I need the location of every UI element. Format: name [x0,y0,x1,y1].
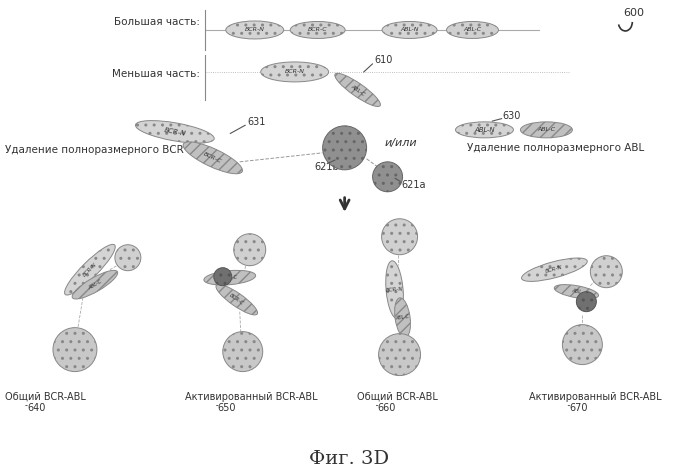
Circle shape [379,333,421,375]
Text: Активированный BCR-ABL: Активированный BCR-ABL [185,391,317,402]
Text: 621a: 621a [401,180,426,190]
Text: 621b: 621b [315,162,340,172]
Text: 631: 631 [247,117,266,127]
Circle shape [53,328,97,372]
Text: ABL-C: ABL-C [395,314,410,321]
Text: ABL: ABL [571,288,582,295]
Text: BCR-C: BCR-C [203,151,223,164]
Text: BCR-N: BCR-N [164,127,187,137]
Circle shape [233,234,266,266]
Circle shape [214,268,232,286]
Text: 630: 630 [503,111,521,121]
Text: Удаление полноразмерного BCR: Удаление полноразмерного BCR [5,145,184,155]
Ellipse shape [382,22,437,39]
Text: 610: 610 [375,55,393,65]
Text: ABL-C: ABL-C [463,27,482,32]
Ellipse shape [64,244,115,295]
Ellipse shape [521,258,587,281]
Text: BCR-N: BCR-N [245,27,265,32]
Text: BCR-C: BCR-C [308,27,327,32]
Text: Активированный BCR-ABL: Активированный BCR-ABL [529,391,662,402]
Ellipse shape [261,62,329,82]
Text: 670: 670 [570,403,588,413]
Ellipse shape [456,122,514,138]
Circle shape [591,256,622,288]
Ellipse shape [335,73,380,106]
Text: Меньшая часть:: Меньшая часть: [112,69,200,79]
Circle shape [577,292,596,312]
Text: ABL-N: ABL-N [474,127,495,133]
Text: ABL-N: ABL-N [401,27,419,32]
Ellipse shape [216,284,257,315]
Text: Большая часть:: Большая часть: [114,17,200,27]
Text: 600: 600 [624,8,644,18]
Circle shape [115,245,141,271]
Ellipse shape [554,284,598,299]
Text: BCR-N: BCR-N [545,265,563,275]
Circle shape [563,325,603,365]
Text: Удаление полноразмерного ABL: Удаление полноразмерного ABL [468,143,644,153]
Circle shape [323,126,366,170]
Text: и/или: и/или [384,138,417,148]
Ellipse shape [521,122,572,138]
Text: BCR-N: BCR-N [386,286,403,293]
Text: ABL-C: ABL-C [222,275,238,281]
Ellipse shape [72,270,117,299]
Text: BCR-N: BCR-N [284,69,305,74]
Text: ABL-C: ABL-C [538,127,556,132]
Text: ABL-C: ABL-C [350,83,366,97]
Circle shape [382,219,417,255]
Ellipse shape [395,298,410,337]
Ellipse shape [204,270,256,285]
Text: 650: 650 [218,403,236,413]
Text: BCR-C: BCR-C [229,293,245,307]
Ellipse shape [386,261,403,318]
Text: Общий BCR-ABL: Общий BCR-ABL [356,391,438,402]
Text: ABL-C: ABL-C [87,279,103,291]
Ellipse shape [290,22,345,39]
Ellipse shape [447,22,498,39]
Text: 660: 660 [377,403,396,413]
Ellipse shape [136,121,214,143]
Circle shape [373,162,403,192]
Text: Фиг. 3D: Фиг. 3D [308,450,389,469]
Circle shape [223,332,263,372]
Ellipse shape [183,142,243,174]
Text: Общий BCR-ABL: Общий BCR-ABL [5,391,86,402]
Text: 640: 640 [27,403,45,413]
Ellipse shape [226,21,284,39]
Text: BCR-N: BCR-N [82,262,98,278]
